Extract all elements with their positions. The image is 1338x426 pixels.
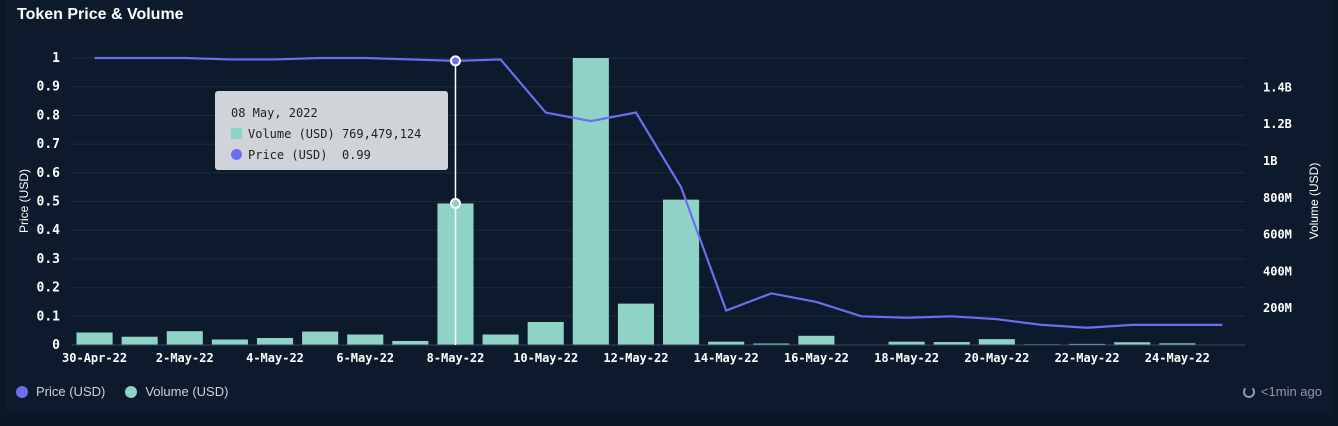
y-left-tick-label: 0.5 <box>37 195 60 210</box>
price-line <box>94 56 1223 329</box>
tooltip-price-row: Price (USD) 0.99 <box>231 144 432 165</box>
volume-bar <box>392 340 429 345</box>
y-left-tick-label: 0.6 <box>37 166 61 181</box>
volume-bar <box>1069 343 1106 345</box>
x-tick-label: 22-May-22 <box>1055 351 1120 365</box>
legend-item-price[interactable]: Price (USD) <box>16 384 105 399</box>
price-swatch <box>231 149 242 160</box>
last-updated: <1min ago <box>1242 384 1322 399</box>
chart-title: Token Price & Volume <box>17 6 184 23</box>
y-right-tick-label: 800M <box>1263 191 1292 205</box>
y-right-tick-label: 200M <box>1263 301 1292 315</box>
legend-volume-dot <box>125 385 138 398</box>
y-right-tick-label: 400M <box>1263 264 1292 278</box>
last-updated-text: <1min ago <box>1260 384 1322 399</box>
volume-bar <box>753 343 790 345</box>
volume-bar <box>302 331 339 345</box>
refresh-icon[interactable] <box>1242 385 1255 398</box>
volume-bar <box>708 341 745 345</box>
chart-tooltip: 08 May, 2022 Volume (USD) 769,479,124 Pr… <box>215 91 448 170</box>
volume-bar <box>798 335 835 345</box>
legend-volume-label: Volume (USD) <box>145 384 229 399</box>
volume-bar <box>121 336 158 345</box>
volume-bar <box>482 334 519 345</box>
volume-swatch <box>231 128 242 139</box>
y-left-tick-label: 0 <box>52 338 60 353</box>
tooltip-volume-value: 769,479,124 <box>341 126 422 141</box>
tooltip-price-label: Price (USD) <box>248 147 328 162</box>
tooltip-price-value: 0.99 <box>341 147 371 162</box>
legend-price-dot <box>16 385 28 398</box>
x-tick-label: 14-May-22 <box>694 351 759 365</box>
hover-price-point <box>449 55 461 67</box>
hover-volume-point <box>449 197 461 209</box>
y-left-tick-label: 0.2 <box>37 281 60 296</box>
chart-area[interactable]: 0 0.1 0.2 0.3 0.4 0.5 0.6 0.7 0.8 0.9 1 200M 400M 600… <box>0 0 1338 380</box>
volume-bar <box>211 339 248 345</box>
y-left-tick-label: 0.3 <box>37 252 60 267</box>
x-tick-label: 24-May-22 <box>1145 351 1210 365</box>
legend-item-volume[interactable]: Volume (USD) <box>125 384 228 399</box>
y-left-tick-label: 1 <box>52 51 60 66</box>
volume-bar <box>888 341 925 345</box>
volume-bar <box>1114 342 1151 345</box>
tooltip-volume-row: Volume (USD) 769,479,124 <box>231 123 432 144</box>
y-right-axis-title: Volume (USD) <box>1307 163 1321 240</box>
volume-bar <box>572 58 609 345</box>
y-right-tick-label: 1B <box>1263 154 1277 168</box>
volume-bar <box>617 303 654 345</box>
x-tick-label: 20-May-22 <box>964 351 1029 365</box>
x-tick-label: 4-May-22 <box>246 351 304 365</box>
volume-bar <box>933 342 970 345</box>
x-tick-label: 12-May-22 <box>603 351 668 365</box>
y-left-tick-label: 0.1 <box>37 309 61 324</box>
volume-bar <box>256 338 294 345</box>
volume-bar <box>1159 343 1196 345</box>
tooltip-volume-label: Volume (USD) <box>248 126 335 141</box>
volume-bar <box>347 334 384 345</box>
volume-bar <box>76 332 113 345</box>
y-left-tick-label: 0.7 <box>37 137 60 152</box>
y-right-tick-label: 1.2B <box>1263 117 1292 131</box>
legend-price-label: Price (USD) <box>36 384 106 399</box>
volume-bar <box>663 199 700 345</box>
x-tick-label: 18-May-22 <box>874 351 939 365</box>
y-left-axis-title: Price (USD) <box>17 169 31 233</box>
chart-legend: Price (USD) Volume (USD) <box>16 384 248 399</box>
y-right-tick-label: 1.4B <box>1263 80 1292 94</box>
x-tick-label: 16-May-22 <box>784 351 849 365</box>
x-tick-label: 30-Apr-22 <box>62 351 127 365</box>
x-tick-label: 10-May-22 <box>513 351 578 365</box>
x-tick-label: 6-May-22 <box>336 351 394 365</box>
y-left-tick-label: 0.8 <box>37 108 61 123</box>
y-right-tick-label: 600M <box>1263 228 1292 242</box>
volume-bar <box>978 339 1015 345</box>
volume-bar <box>166 331 203 345</box>
x-tick-label: 8-May-22 <box>427 351 485 365</box>
tooltip-date: 08 May, 2022 <box>231 105 318 120</box>
y-left-tick-label: 0.9 <box>37 80 60 95</box>
volume-bar <box>527 322 564 345</box>
y-left-tick-label: 0.4 <box>37 223 61 238</box>
x-tick-label: 2-May-22 <box>156 351 214 365</box>
